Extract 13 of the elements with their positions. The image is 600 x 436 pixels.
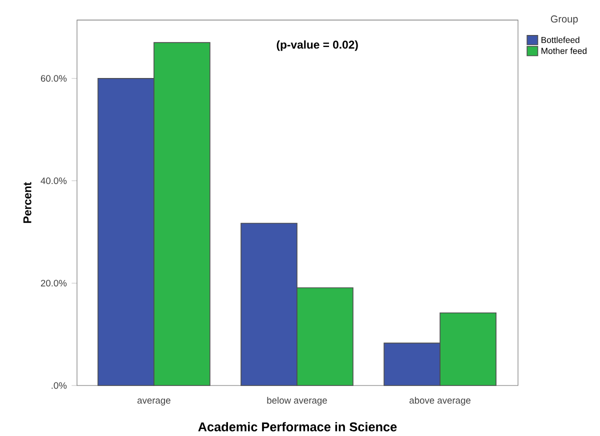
y-tick-label: 20.0% [40, 280, 67, 287]
annotation: (p-value = 0.02) [276, 40, 358, 52]
x-tick-label: above average [410, 396, 470, 406]
x-tick-label: below average [267, 396, 327, 406]
x-axis-title: Academic Performace in Science [198, 422, 397, 432]
legend-title: Group [550, 16, 578, 25]
y-tick-label: .0% [52, 382, 67, 389]
y-axis-title: Percent [23, 182, 32, 223]
legend-label: Bottlefeed [542, 36, 580, 44]
y-tick-label: 40.0% [40, 178, 67, 184]
x-tick-label: average [137, 398, 170, 406]
y-tick-label: 60.0% [40, 75, 67, 82]
legend-label: Mother feed [542, 48, 586, 54]
